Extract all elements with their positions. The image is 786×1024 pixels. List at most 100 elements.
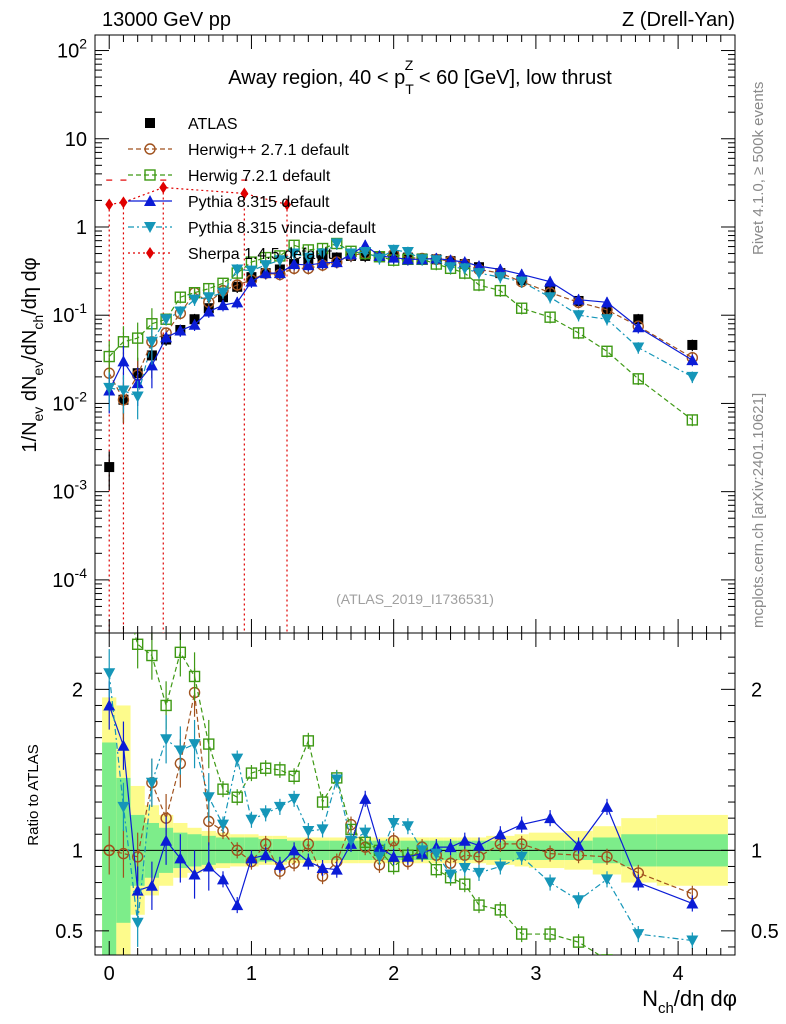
main-point-pythia-8-315-vincia-default (188, 294, 201, 306)
main-point-pythia-8-315-vincia-default (544, 292, 557, 304)
plot-title: Away region, 40 < pTZ < 60 [GeV], low th… (228, 57, 612, 97)
main-point-pythia-8-315-vincia-default (458, 263, 471, 275)
ratio-point-pythia-8-315-default (259, 849, 272, 861)
main-point-atlas (687, 339, 698, 350)
ratio-point-pythia-8-315-vincia-default (686, 935, 699, 947)
ratio-line-herwig-7-2-1-default (133, 633, 601, 955)
legend-marker (145, 118, 155, 128)
main-point-pythia-8-315-default (273, 267, 286, 279)
ratio-point-pythia-8-315-default (202, 860, 215, 872)
main-point-pythia-8-315-default (202, 305, 215, 317)
ratio-point-pythia-8-315-vincia-default (632, 929, 645, 941)
main-y-tick-label: 10-3 (52, 477, 87, 504)
ratio-y-tick-label-right: 1 (751, 840, 762, 862)
main-point-pythia-8-315-vincia-default (103, 382, 116, 394)
ratio-point-pythia-8-315-default (316, 862, 329, 874)
ratio-point-pythia-8-315-default (444, 841, 457, 853)
legend-marker (146, 247, 154, 259)
main-point-herwig-2-7-1-default (231, 279, 243, 291)
main-y-tick-label: 10-2 (52, 388, 87, 415)
ratio-y-tick-label-left: 2 (72, 679, 83, 701)
x-tick-label: 0 (104, 963, 115, 985)
ratio-point-pythia-8-315-default (686, 897, 699, 909)
ratio-point-herwig-7-2-1-default (203, 738, 215, 750)
ratio-point-pythia-8-315-default (117, 739, 130, 751)
x-tick-label: 2 (388, 963, 399, 985)
main-point-pythia-8-315-default (601, 296, 613, 308)
ratio-point-pythia-8-315-vincia-default (373, 851, 386, 863)
ratio-point-pythia-8-315-vincia-default (494, 861, 507, 873)
ratio-point-herwig-7-2-1-default (146, 649, 158, 662)
ratio-point-pythia-8-315-vincia-default (473, 867, 485, 879)
main-point-pythia-8-315-vincia-default (217, 287, 229, 299)
main-point-pythia-8-315-vincia-default (131, 391, 144, 403)
ratio-point-pythia-8-315-vincia-default (302, 826, 315, 838)
main-point-pythia-8-315-default (330, 256, 343, 268)
ratio-point-herwig-7-2-1-default (515, 928, 528, 940)
ratio-point-pythia-8-315-vincia-default (231, 753, 244, 765)
main-point-pythia-8-315-vincia-default (273, 255, 286, 267)
main-point-pythia-8-315-default (494, 263, 507, 275)
main-point-sherpa-1-4-5-default (105, 198, 114, 211)
ratio-point-pythia-8-315-default (288, 844, 301, 856)
ratio-point-herwig-7-2-1-default (188, 670, 201, 683)
ratio-point-pythia-8-315-default (174, 852, 187, 864)
title-post: < 60 [GeV], low thrust (413, 67, 612, 89)
main-point-pythia-8-315-vincia-default (245, 265, 258, 277)
ratio-point-pythia-8-315-vincia-default (401, 821, 414, 833)
main-point-herwig-7-2-1-default (174, 291, 187, 303)
ratio-point-pythia-8-315-vincia-default (245, 814, 258, 826)
ratio-point-pythia-8-315-default (160, 834, 173, 846)
main-point-pythia-8-315-default (288, 258, 301, 270)
ratio-y-tick-label-right: 2 (751, 679, 762, 701)
main-point-herwig-7-2-1-default (632, 373, 644, 385)
main-point-sherpa-1-4-5-default (119, 196, 128, 209)
main-point-pythia-8-315-vincia-default (572, 310, 585, 322)
title-sub: T (405, 81, 414, 97)
ratio-point-herwig-7-2-1-default (633, 963, 643, 973)
ratio-point-herwig-7-2-1-default (544, 928, 556, 940)
legend-label: Herwig 7.2.1 default (188, 168, 331, 185)
main-point-pythia-8-315-default (572, 293, 585, 305)
ratio-point-pythia-8-315-vincia-default (444, 869, 457, 881)
ratio-point-herwig-2-7-1-default (231, 844, 243, 857)
ratio-point-pythia-8-315-vincia-default (544, 877, 557, 889)
main-y-tick-label: 1 (76, 217, 87, 239)
legend-marker (144, 222, 156, 233)
ratio-y-tick-label-right: 0.5 (751, 921, 779, 943)
ratio-point-herwig-2-7-1-default (387, 834, 400, 847)
ratio-point-pythia-8-315-vincia-default (131, 917, 144, 929)
main-point-pythia-8-315-default (117, 355, 130, 367)
main-point-pythia-8-315-default (160, 331, 173, 343)
ratio-point-pythia-8-315-default (217, 873, 229, 885)
ratio-point-pythia-8-315-vincia-default (601, 874, 613, 886)
main-y-tick-label: 10-4 (52, 565, 87, 592)
main-point-herwig-7-2-1-default (544, 311, 556, 323)
main-point-sherpa-1-4-5-default (283, 198, 291, 211)
ratio-point-herwig-7-2-1-default (231, 791, 243, 803)
ratio-point-herwig-7-2-1-default (217, 783, 229, 795)
ratio-point-pythia-8-315-vincia-default (117, 801, 130, 813)
ratio-point-pythia-8-315-vincia-default (217, 819, 229, 831)
ratio-point-herwig-7-2-1-default (316, 796, 329, 808)
main-point-pythia-8-315-vincia-default (202, 292, 215, 304)
ratio-point-herwig-2-7-1-default (544, 847, 556, 860)
main-point-pythia-8-315-vincia-default (345, 248, 357, 260)
energy-label: 13000 GeV pp (102, 9, 231, 31)
main-point-pythia-8-315-default (544, 275, 557, 287)
main-point-pythia-8-315-vincia-default (632, 342, 645, 354)
ratio-point-pythia-8-315-default (572, 839, 585, 851)
ratio-point-pythia-8-315-default (188, 868, 201, 880)
main-point-pythia-8-315-vincia-default (686, 371, 699, 383)
ratio-point-pythia-8-315-vincia-default (288, 793, 301, 805)
ratio-point-pythia-8-315-default (330, 863, 343, 875)
ratio-point-pythia-8-315-vincia-default (515, 851, 528, 863)
main-point-pythia-8-315-default (515, 268, 528, 280)
ratio-line-pythia-8-315-default (108, 705, 693, 907)
ratio-point-pythia-8-315-vincia-default (345, 835, 357, 847)
legend-label: Herwig++ 2.7.1 default (188, 142, 350, 159)
main-point-pythia-8-315-vincia-default (359, 247, 372, 259)
main-point-pythia-8-315-vincia-default (316, 248, 329, 260)
ratio-frame (94, 632, 736, 956)
